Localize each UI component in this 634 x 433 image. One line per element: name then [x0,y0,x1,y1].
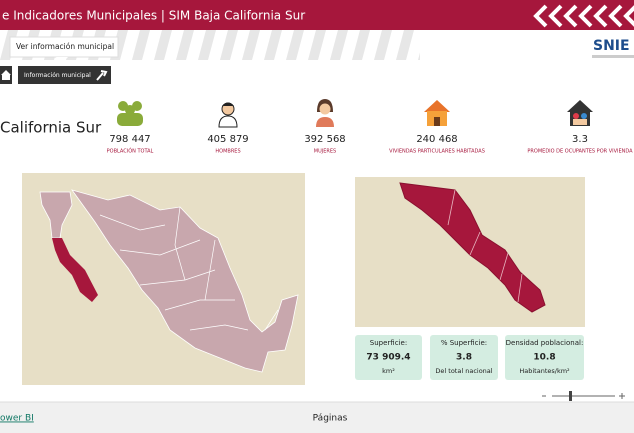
logo: SNIE [593,38,630,54]
card-value: 3.8 [456,353,472,363]
info-card [430,335,498,380]
card-title: % Superficie: [441,339,487,347]
info-button[interactable] [18,66,111,84]
info-card [505,335,584,380]
stat-label: VIVIENDAS PARTICULARES HABITADAS [389,149,485,155]
header-bar [0,0,634,30]
pages-label[interactable]: Páginas [313,414,348,424]
home-icon [1,70,11,80]
region-name: California Sur [0,119,102,137]
tooltip-text: Ver información municipal [16,42,114,51]
info-card [355,335,422,380]
stat-label: POBLACIÓN TOTAL [107,148,154,155]
stat-label: HOMBRES [215,149,240,155]
state-borders [99,206,279,331]
card-title: Densidad poblacional: [506,339,584,347]
stat-value: 3.3 [572,134,588,145]
men-icon [218,102,238,128]
house-icon [424,100,450,126]
chevrons [533,4,634,28]
population-icon [117,101,143,126]
women-icon [316,99,334,127]
stat-value: 405 879 [207,134,248,145]
header-title: e Indicadores Municipales | SIM Baja Cal… [2,9,305,23]
zoom-slider[interactable] [542,391,625,401]
tooltip-arrow [56,57,68,63]
stat-value: 798 447 [109,134,150,145]
bcs-municipalities [399,182,546,313]
card-value: 73 909.4 [366,353,410,363]
occupants-icon [567,100,593,126]
stat-label: PROMEDIO DE OCUPANTES POR VIVIENDA [527,149,633,155]
card-title: Superficie: [370,339,407,347]
card-unit: Del total nacional [435,367,492,375]
logo-subtitle [592,55,634,58]
footer [0,402,634,433]
card-unit: Habitantes/km² [519,367,570,375]
card-value: 10.8 [533,353,555,363]
wrench-icon [96,70,108,81]
stat-value: 392 568 [304,134,345,145]
bcs-highlight [52,238,98,302]
municipal-borders [447,189,523,303]
stat-value: 240 468 [416,134,457,145]
stat-label: MUJERES [314,149,336,155]
info-button-label: Información municipal [24,72,91,79]
powerbi-link[interactable]: ower BI [0,414,34,424]
card-unit: km² [382,367,395,375]
